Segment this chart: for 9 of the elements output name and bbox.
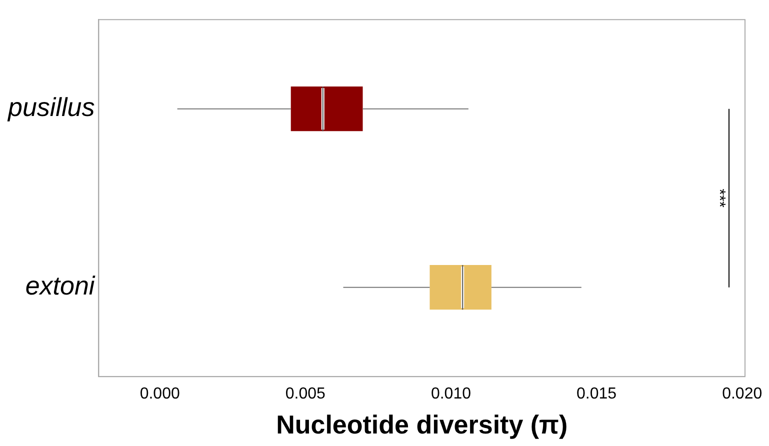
x-tick-label: 0.010 [430, 386, 472, 403]
x-tick-label: 0.000 [140, 386, 180, 403]
x-tick-label: 0.015 [576, 386, 617, 403]
y-tick-label: extoni [25, 270, 96, 301]
annotation: *** [710, 188, 728, 208]
x-axis-title: Nucleotide diversity (π) [276, 410, 568, 440]
y-tick-label: pusillus [6, 92, 95, 122]
x-tick-label: 0.020 [722, 386, 762, 403]
x-tick-label: 0.005 [285, 386, 326, 403]
